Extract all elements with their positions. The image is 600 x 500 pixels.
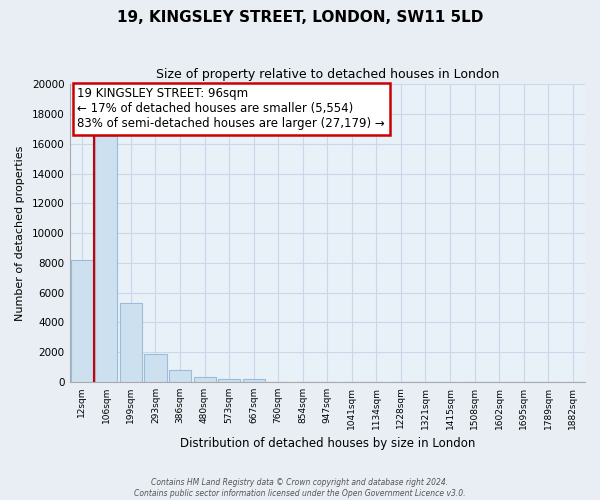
Bar xyxy=(218,378,240,382)
Bar xyxy=(95,136,118,382)
Bar xyxy=(169,370,191,382)
Bar xyxy=(194,377,215,382)
Text: 19, KINGSLEY STREET, LONDON, SW11 5LD: 19, KINGSLEY STREET, LONDON, SW11 5LD xyxy=(117,10,483,25)
Bar xyxy=(120,303,142,382)
Text: 19 KINGSLEY STREET: 96sqm
← 17% of detached houses are smaller (5,554)
83% of se: 19 KINGSLEY STREET: 96sqm ← 17% of detac… xyxy=(77,88,385,130)
Bar xyxy=(71,260,93,382)
Bar xyxy=(145,354,167,382)
Y-axis label: Number of detached properties: Number of detached properties xyxy=(15,146,25,321)
Title: Size of property relative to detached houses in London: Size of property relative to detached ho… xyxy=(155,68,499,80)
Bar xyxy=(242,380,265,382)
X-axis label: Distribution of detached houses by size in London: Distribution of detached houses by size … xyxy=(179,437,475,450)
Text: Contains HM Land Registry data © Crown copyright and database right 2024.
Contai: Contains HM Land Registry data © Crown c… xyxy=(134,478,466,498)
